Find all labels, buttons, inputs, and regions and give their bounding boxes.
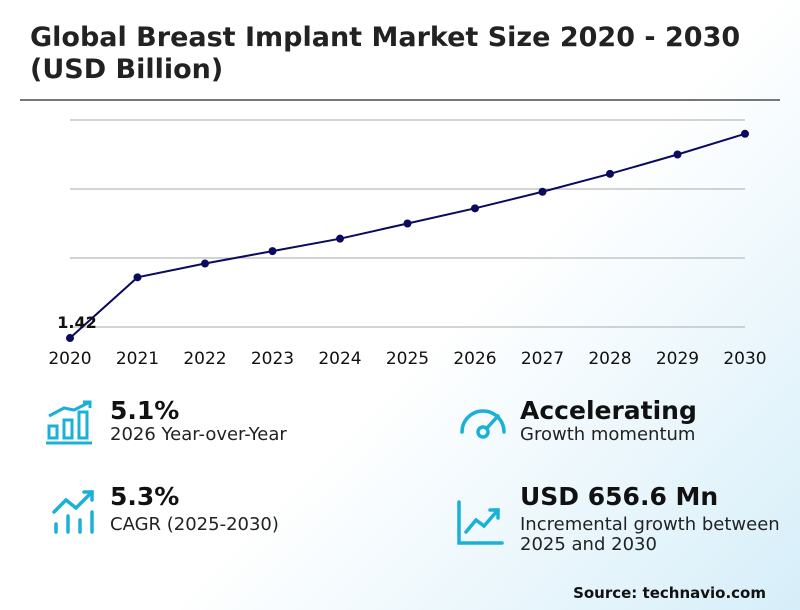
x-tick-label: 2023 bbox=[251, 349, 294, 369]
data-point bbox=[133, 273, 142, 282]
data-point bbox=[673, 150, 682, 159]
data-label: 1.42 bbox=[57, 313, 96, 332]
trend-bars-icon bbox=[52, 488, 98, 540]
line-chart-up-icon bbox=[456, 500, 504, 550]
bar-chart-growth-icon bbox=[46, 400, 94, 450]
page-title: Global Breast Implant Market Size 2020 -… bbox=[30, 22, 741, 85]
x-tick-label: 2021 bbox=[116, 349, 159, 369]
stat-label: Incremental growth between 2025 and 2030 bbox=[520, 514, 780, 555]
data-point bbox=[403, 219, 412, 228]
stat-value: USD 656.6 Mn bbox=[520, 482, 719, 511]
x-tick-label: 2025 bbox=[386, 349, 429, 369]
x-tick-label: 2029 bbox=[656, 349, 699, 369]
data-point bbox=[336, 234, 344, 243]
source-credit: Source: technavio.com bbox=[573, 584, 766, 602]
x-tick-label: 2030 bbox=[723, 349, 766, 369]
series-line bbox=[69, 132, 746, 339]
data-point bbox=[201, 259, 209, 268]
data-point bbox=[268, 247, 277, 256]
stat-value: 5.1% bbox=[110, 396, 180, 425]
stat-value: 5.3% bbox=[110, 482, 180, 511]
x-tick-label: 2027 bbox=[521, 349, 564, 369]
x-tick-label: 2024 bbox=[318, 349, 361, 369]
x-tick-label: 2022 bbox=[183, 349, 226, 369]
x-tick-label: 2020 bbox=[48, 349, 91, 369]
speedometer-icon bbox=[458, 404, 508, 444]
stat-value: Accelerating bbox=[520, 396, 697, 425]
data-point bbox=[538, 187, 547, 196]
data-point bbox=[606, 169, 614, 178]
data-point bbox=[471, 204, 479, 213]
stat-label: CAGR (2025-2030) bbox=[110, 514, 279, 535]
x-tick-label: 2028 bbox=[588, 349, 631, 369]
data-point bbox=[741, 129, 749, 138]
stat-label: 2026 Year-over-Year bbox=[110, 424, 287, 445]
data-point bbox=[66, 334, 74, 343]
line-chart: 2020 2021 2022 2023 2024 2025 2026 2027 2028 2029… bbox=[48, 119, 767, 369]
stat-label: Growth momentum bbox=[520, 424, 696, 445]
x-tick-label: 2026 bbox=[453, 349, 496, 369]
title-divider bbox=[20, 99, 780, 101]
